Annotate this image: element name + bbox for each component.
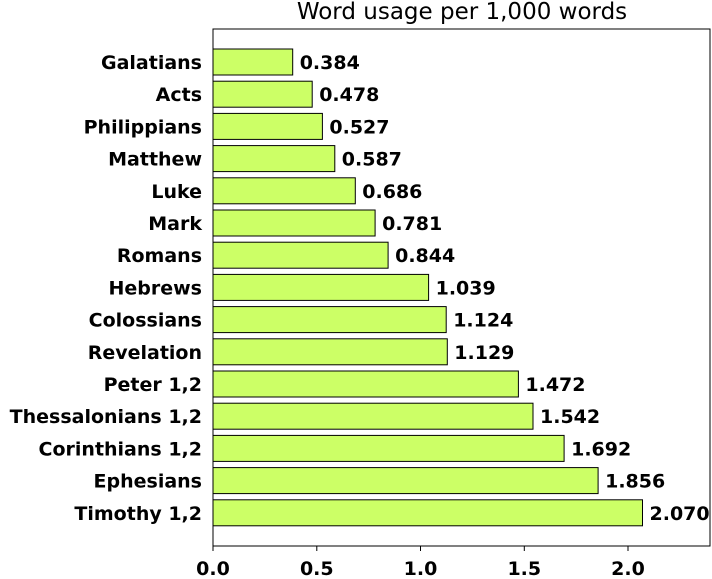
value-label: 1.039 — [436, 277, 496, 299]
bar — [212, 467, 599, 495]
category-labels-group: Galatians Acts Philippians Matthew Luke Mark R… — [10, 52, 203, 525]
category-label: Revelation — [88, 342, 202, 364]
category-label: Acts — [156, 84, 202, 106]
category-label: Colossians — [89, 310, 202, 332]
category-label: Mark — [148, 213, 202, 235]
bars-group — [212, 48, 643, 527]
value-label: 0.587 — [342, 149, 402, 171]
x-tick-label: 0.0 — [196, 558, 230, 579]
bar — [212, 306, 447, 334]
bar — [212, 209, 376, 237]
value-label: 0.384 — [300, 52, 360, 74]
value-label: 1.856 — [605, 471, 665, 493]
category-label: Philippians — [84, 116, 202, 138]
category-label: Timothy 1,2 — [74, 503, 202, 525]
chart-title: Word usage per 1,000 words — [297, 0, 627, 25]
category-label: Hebrews — [108, 277, 202, 299]
bar — [212, 273, 430, 301]
bar — [212, 338, 448, 366]
category-label: Peter 1,2 — [104, 374, 202, 396]
x-tick-label: 0.5 — [300, 558, 334, 579]
x-tick-label: 1.5 — [507, 558, 541, 579]
category-label: Matthew — [108, 149, 202, 171]
value-label: 1.542 — [540, 406, 600, 428]
category-label: Thessalonians 1,2 — [10, 406, 202, 428]
value-label: 0.844 — [395, 245, 455, 267]
category-label: Romans — [117, 245, 202, 267]
value-label: 0.686 — [362, 181, 422, 203]
bar — [212, 177, 356, 205]
bar — [212, 241, 389, 269]
x-tick-label: 2.0 — [611, 558, 645, 579]
x-tick-label: 1.0 — [404, 558, 438, 579]
bar — [212, 48, 294, 76]
plot-frame — [212, 28, 711, 547]
value-label: 1.472 — [525, 374, 585, 396]
bar — [212, 434, 565, 462]
bar — [212, 112, 323, 140]
bar — [212, 499, 643, 527]
value-label: 1.124 — [453, 310, 513, 332]
bar — [212, 80, 313, 108]
value-label: 1.692 — [571, 438, 631, 460]
value-label: 0.781 — [382, 213, 442, 235]
x-axis-ticks-group: 0.0 0.5 1.0 1.5 2.0 — [196, 546, 645, 579]
category-label: Luke — [151, 181, 202, 203]
bar — [212, 145, 336, 173]
value-label: 0.478 — [319, 84, 379, 106]
value-label: 2.070 — [650, 503, 710, 525]
category-label: Corinthians 1,2 — [39, 438, 202, 460]
category-label: Galatians — [101, 52, 202, 74]
category-label: Ephesians — [94, 471, 202, 493]
bar — [212, 370, 519, 398]
bar — [212, 402, 534, 430]
value-label: 0.527 — [329, 116, 389, 138]
value-labels-group: 0.384 0.478 0.527 0.587 0.686 0.781 0.844 1.039… — [300, 52, 710, 525]
value-label: 1.129 — [454, 342, 514, 364]
